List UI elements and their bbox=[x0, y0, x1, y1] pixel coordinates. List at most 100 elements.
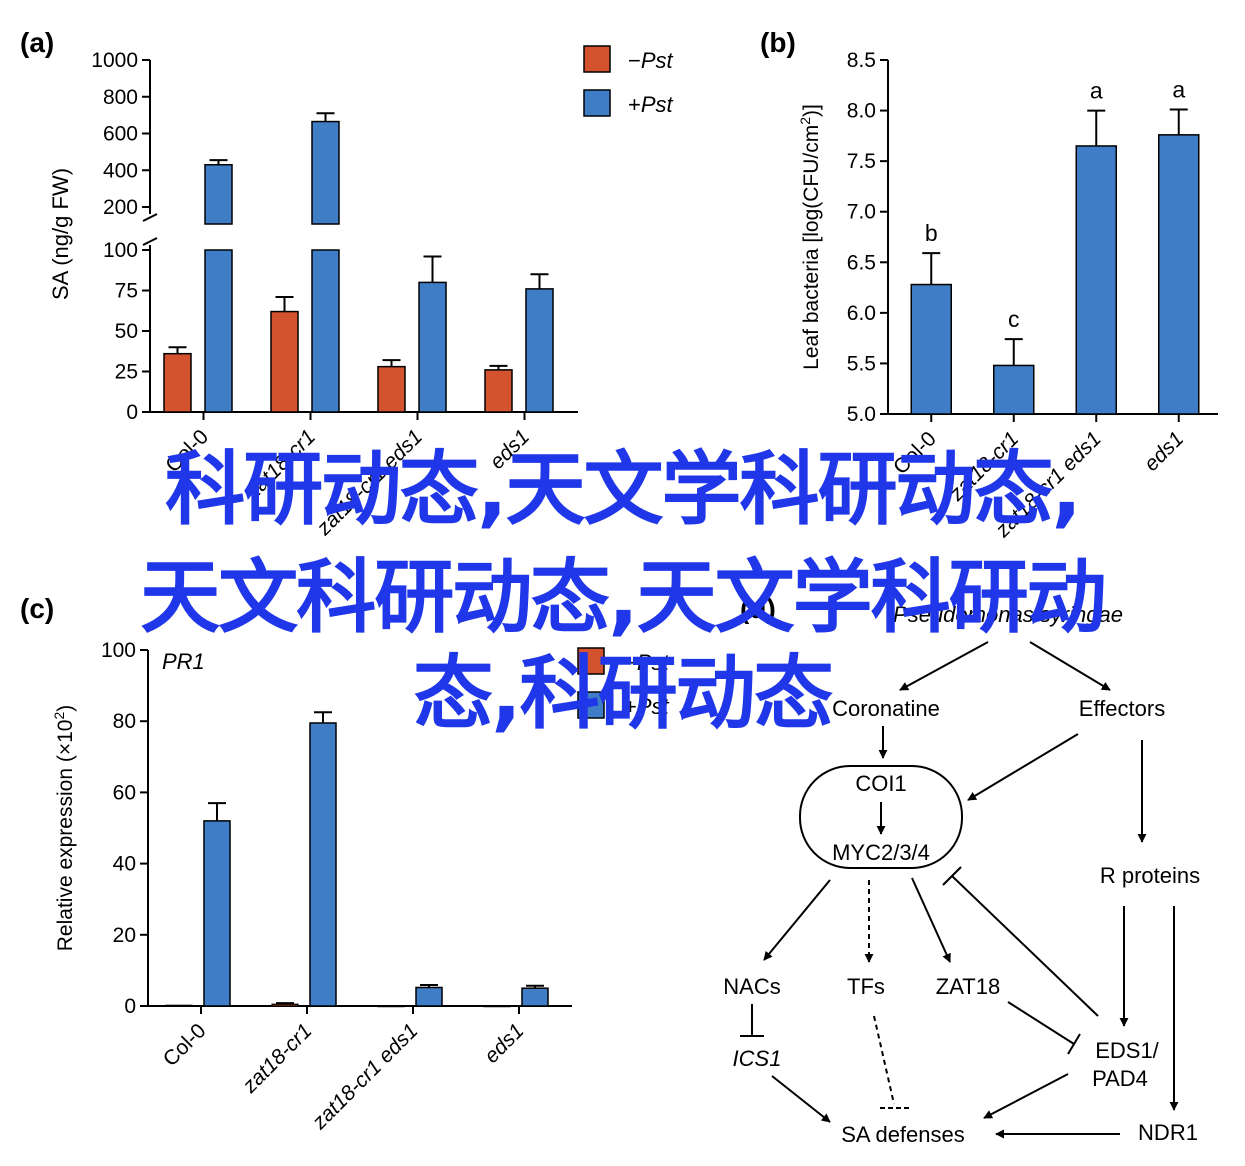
b-bar-0 bbox=[910, 283, 952, 415]
a-ytick-label-25: 25 bbox=[115, 361, 138, 384]
b-sig-letter-0: b bbox=[925, 220, 938, 246]
panel-c-letter: (c) bbox=[20, 593, 54, 624]
node-ics1: ICS1 bbox=[733, 1046, 782, 1071]
overlay-text-line-2: 天文科研动态,天文学科研动 bbox=[140, 551, 1106, 644]
b-ytick-label-6.0: 6.0 bbox=[847, 302, 876, 325]
arrow-myc-zat18 bbox=[911, 877, 951, 963]
node-myc: MYC2/3/4 bbox=[832, 840, 930, 865]
a-ytick-label-800: 800 bbox=[103, 86, 138, 109]
a-bar-minus-0 bbox=[163, 352, 192, 413]
a-bar-plus-lower-0 bbox=[204, 249, 233, 413]
a-ytick-label-200: 200 bbox=[103, 196, 138, 219]
b-ytick-label-7.0: 7.0 bbox=[847, 201, 876, 224]
a-ytick-label-600: 600 bbox=[103, 123, 138, 146]
a-bar-plus-lower-1 bbox=[311, 249, 340, 413]
legend-minus-label: −Pst bbox=[628, 48, 674, 73]
inhibit-zat18-eds1-bar bbox=[1067, 1033, 1081, 1055]
node-pad4: PAD4 bbox=[1092, 1066, 1148, 1091]
a-ytick-label-100: 100 bbox=[103, 239, 138, 262]
arrow-pst-effectors bbox=[1029, 641, 1111, 691]
b-ytick-label-5.0: 5.0 bbox=[847, 403, 876, 426]
panel-a-letter: (a) bbox=[20, 27, 54, 58]
arrow-myc-nacs bbox=[763, 879, 831, 961]
legend-c-plus-label: +Pst bbox=[624, 694, 670, 719]
c-ytick-label-60: 60 bbox=[113, 781, 136, 804]
chart-c-ylabel: Relative expression (×102) bbox=[51, 705, 77, 952]
a-ytick-label-1000: 1000 bbox=[91, 49, 138, 72]
c-bar-plus-1 bbox=[309, 722, 337, 1007]
a-bar-plus-upper-1 bbox=[311, 120, 340, 225]
a-bar-minus-3 bbox=[484, 369, 513, 413]
node-coronatine: Coronatine bbox=[832, 696, 940, 721]
legend-c-minus-swatch bbox=[577, 647, 605, 675]
a-bar-minus-2 bbox=[377, 365, 406, 413]
c-ytick-label-80: 80 bbox=[113, 710, 136, 733]
signaling-diagram: Pseudomonas syringae Coronatine Effector… bbox=[723, 602, 1200, 1147]
b-bar-1 bbox=[993, 364, 1035, 415]
c-bar-minus-2 bbox=[377, 1005, 405, 1008]
a-ytick-label-75: 75 bbox=[115, 280, 138, 303]
chart-c-title: PR1 bbox=[162, 649, 205, 674]
c-bar-minus-1 bbox=[271, 1003, 299, 1007]
node-rproteins: R proteins bbox=[1100, 863, 1200, 888]
b-ytick-label-8.0: 8.0 bbox=[847, 100, 876, 123]
a-bar-minus-1 bbox=[270, 310, 299, 413]
a-bar-plus-upper-0 bbox=[204, 163, 233, 225]
chart-a-bars bbox=[163, 112, 554, 413]
c-ytick-label-20: 20 bbox=[113, 924, 136, 947]
chart-c-bars bbox=[165, 711, 549, 1008]
b-ytick-label-7.5: 7.5 bbox=[847, 150, 876, 173]
c-ytick-label-0: 0 bbox=[124, 995, 136, 1018]
b-ytick-label-6.5: 6.5 bbox=[847, 251, 876, 274]
legend-c-minus-label: −Pst bbox=[624, 650, 670, 675]
a-break-mark-1 bbox=[142, 213, 158, 222]
arrow-ics1-sa bbox=[771, 1075, 831, 1123]
a-break-mark-2 bbox=[142, 237, 158, 246]
b-ytick-label-5.5: 5.5 bbox=[847, 352, 876, 375]
c-xtick-label-2: zat18-cr1 eds1 bbox=[307, 1019, 422, 1134]
node-pseudomonas: Pseudomonas syringae bbox=[893, 602, 1123, 627]
c-bar-plus-3 bbox=[521, 987, 549, 1007]
node-eds1: EDS1/ bbox=[1095, 1038, 1159, 1063]
arrow-effectors-coi1 bbox=[967, 733, 1079, 801]
arrow-pad4-sa bbox=[983, 1073, 1069, 1119]
a-bar-plus-2 bbox=[418, 281, 447, 413]
b-sig-letter-2: a bbox=[1090, 78, 1103, 104]
node-sa: SA defenses bbox=[841, 1122, 965, 1147]
b-sig-letter-1: c bbox=[1008, 306, 1020, 332]
inhibit-tfs-sa bbox=[873, 1015, 895, 1105]
legend-c-plus-swatch bbox=[577, 691, 605, 719]
node-effectors: Effectors bbox=[1079, 696, 1165, 721]
a-bar-plus-3 bbox=[525, 288, 554, 413]
a-ytick-label-0: 0 bbox=[126, 401, 138, 424]
node-coi1: COI1 bbox=[855, 771, 906, 796]
b-bar-2 bbox=[1075, 145, 1117, 415]
node-tfs: TFs bbox=[847, 974, 885, 999]
panel-d-letter: (d) bbox=[740, 593, 776, 624]
c-bar-minus-0 bbox=[165, 1004, 193, 1007]
b-bar-3 bbox=[1158, 134, 1200, 415]
c-xtick-label-0: Col-0 bbox=[159, 1019, 211, 1071]
node-zat18: ZAT18 bbox=[936, 974, 1000, 999]
inhibit-eds1-myc-bar bbox=[942, 866, 962, 886]
c-ytick-label-100: 100 bbox=[101, 639, 136, 662]
c-xtick-label-3: eds1 bbox=[480, 1019, 528, 1067]
chart-a-legend: −Pst +Pst bbox=[583, 45, 674, 117]
b-ytick-label-8.5: 8.5 bbox=[847, 49, 876, 72]
node-coi1-myc-box bbox=[799, 765, 963, 869]
c-bar-plus-0 bbox=[203, 820, 231, 1007]
inhibit-eds1-myc bbox=[951, 875, 1099, 1017]
chart-b-ylabel: Leaf bacteria [log(CFU/cm2)] bbox=[797, 104, 823, 370]
b-sig-letter-3: a bbox=[1172, 77, 1185, 103]
node-ndr1: NDR1 bbox=[1138, 1120, 1198, 1145]
a-ytick-label-400: 400 bbox=[103, 159, 138, 182]
c-xtick-label-1: zat18-cr1 bbox=[238, 1019, 317, 1098]
chart-c-legend: −Pst +Pst bbox=[577, 647, 670, 719]
c-bar-plus-2 bbox=[415, 986, 443, 1007]
panel-b-letter: (b) bbox=[760, 27, 796, 58]
overlay-text-line-3: 态,科研动态 bbox=[413, 647, 833, 740]
legend-minus-swatch bbox=[583, 45, 611, 73]
